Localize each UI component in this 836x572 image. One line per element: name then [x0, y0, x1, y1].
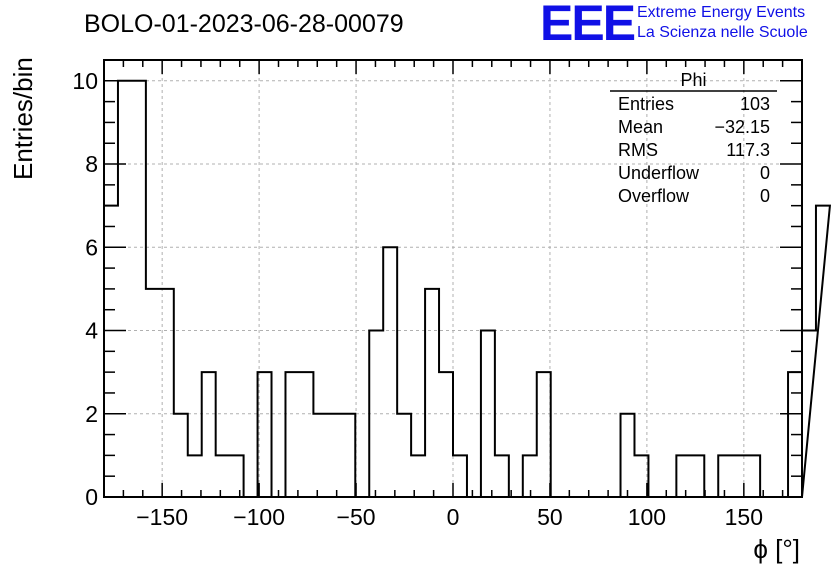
histogram-bin: [746, 455, 760, 497]
logo-line-1: Extreme Energy Events: [637, 4, 806, 21]
histogram-bin: [425, 289, 439, 497]
histogram-bin: [188, 455, 202, 497]
stats-label: Entries: [618, 94, 674, 114]
histogram-bin: [676, 455, 690, 497]
eee-logo: EEE: [540, 0, 636, 51]
x-tick-label: −150: [136, 504, 188, 530]
y-tick-label: 6: [85, 234, 98, 260]
histogram-bin: [299, 372, 313, 497]
histogram-bin: [718, 455, 732, 497]
stats-value: 0: [760, 163, 770, 183]
stats-box: Phi Entries 103 Mean −32.15 RMS 117.3 Underflow…: [610, 70, 777, 206]
x-tick-label: 100: [628, 504, 666, 530]
histogram-bin: [258, 372, 272, 497]
x-tick-label: 0: [447, 504, 460, 530]
histogram-bin: [285, 372, 299, 497]
stats-value: 103: [740, 94, 770, 114]
histogram-bin: [690, 455, 704, 497]
histogram-bin: [816, 206, 830, 497]
y-tick-label: 2: [85, 401, 98, 427]
histogram-bin: [453, 455, 467, 497]
logo-line-2: La Scienza nelle Scuole: [637, 24, 808, 41]
stats-value: 117.3: [726, 140, 770, 160]
histogram-bin: [118, 81, 132, 497]
chart-title: BOLO-01-2023-06-28-00079: [84, 10, 404, 38]
histogram-bin: [341, 414, 355, 497]
stats-label: Overflow: [618, 186, 690, 206]
histogram-outline: [103, 79, 832, 498]
x-tick-label: −50: [337, 504, 376, 530]
x-tick-label: 50: [537, 504, 563, 530]
histogram-bin: [383, 247, 397, 497]
stats-title: Phi: [680, 70, 706, 90]
stats-label: Mean: [618, 117, 663, 137]
histogram-bin: [397, 414, 411, 497]
axes: −150 −100 −50 0 50 100 150 0 2 4 6 8 10: [72, 59, 803, 530]
histogram-bin: [174, 414, 188, 497]
histogram-bin: [495, 455, 509, 497]
histogram-bin: [146, 289, 160, 497]
histogram-bin: [439, 372, 453, 497]
histogram-bin: [537, 372, 551, 497]
histogram-bin: [411, 455, 425, 497]
y-tick-label: 10: [72, 68, 98, 94]
stats-label: RMS: [618, 140, 658, 160]
x-tick-label: −100: [233, 504, 285, 530]
stats-label: Underflow: [618, 163, 700, 183]
histogram-bin: [523, 455, 537, 497]
y-axis-label: Entries/bin: [8, 57, 38, 180]
histogram-bin: [132, 81, 146, 497]
x-tick-label: 150: [725, 504, 763, 530]
histogram-bin: [313, 414, 327, 497]
histogram-bin: [216, 455, 230, 497]
stats-value: 0: [760, 186, 770, 206]
y-tick-label: 0: [85, 484, 98, 510]
histogram-bin: [202, 372, 216, 497]
y-tick-label: 4: [85, 318, 98, 344]
stats-value: −32.15: [714, 117, 770, 137]
histogram-bin: [327, 414, 341, 497]
histogram-bin: [621, 414, 635, 497]
histogram-bars: [103, 79, 832, 498]
x-axis-label: ϕ [°]: [753, 534, 800, 564]
y-tick-label: 8: [85, 151, 98, 177]
histogram-bin: [230, 455, 244, 497]
